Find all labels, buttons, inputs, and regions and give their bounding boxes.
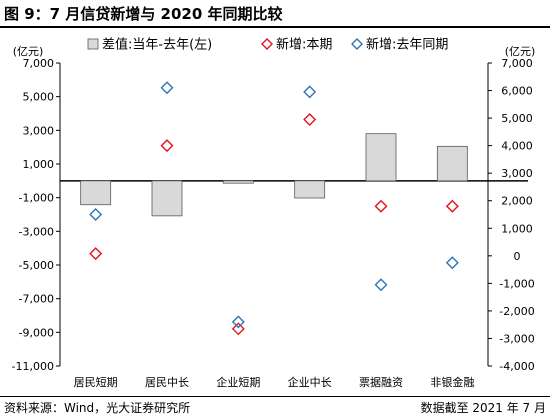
point-series2-1 xyxy=(89,247,103,261)
bar-1 xyxy=(80,180,112,206)
category-label: 居民短期 xyxy=(74,375,118,389)
legend-swatch-3 xyxy=(351,38,363,50)
footer-divider xyxy=(0,396,550,397)
right-tick-label: 7,000 xyxy=(501,57,533,70)
point-series2-4 xyxy=(303,112,317,126)
bar-5 xyxy=(365,133,397,182)
chart-area: 差值:当年-去年(左) 新增:本期 新增:去年同期 (亿元) (亿元) 7,000 5… xyxy=(12,37,536,390)
chart-title: 图 9：7 月信贷新增与 2020 年同期比较 xyxy=(4,5,283,23)
point-series3-3 xyxy=(231,315,245,329)
point-series3-4 xyxy=(303,85,317,99)
left-tick-label: -3,000 xyxy=(19,225,54,238)
right-tick-label: 4,000 xyxy=(501,140,533,153)
left-tick-label: -1,000 xyxy=(19,192,54,205)
right-tick-label: 6,000 xyxy=(501,85,533,98)
source-note: 资料来源：Wind，光大证券研究所 xyxy=(4,401,191,415)
bar-2 xyxy=(151,180,183,217)
right-tick-label: 3,000 xyxy=(501,167,533,180)
right-tick-label: 0 xyxy=(514,250,521,263)
right-tick-label: -2,000 xyxy=(499,305,534,318)
left-tick-label: 1,000 xyxy=(23,158,55,171)
right-tick-label: -3,000 xyxy=(499,332,534,345)
category-label: 居民中长 xyxy=(145,376,189,389)
right-tick-label: -1,000 xyxy=(499,277,534,290)
point-series2-6 xyxy=(445,199,459,213)
right-tick-label: -4,000 xyxy=(499,360,534,373)
right-axis-unit: (亿元) xyxy=(505,45,536,58)
legend: 差值:当年-去年(左) 新增:本期 新增:去年同期 xyxy=(87,37,448,53)
left-tick-label: -9,000 xyxy=(19,326,54,339)
title-divider xyxy=(0,26,550,28)
category-label: 票据融资 xyxy=(359,375,403,389)
left-tick-label: 7,000 xyxy=(23,57,55,70)
left-tick-label: -11,000 xyxy=(12,360,54,373)
legend-label-2: 新增:本期 xyxy=(276,37,332,53)
point-series2-2 xyxy=(160,139,174,153)
scatter-series xyxy=(89,81,459,336)
bar-series xyxy=(80,133,468,217)
point-series3-1 xyxy=(89,208,103,221)
right-tick-label: 2,000 xyxy=(501,195,533,208)
right-tick-label: 5,000 xyxy=(501,112,533,125)
legend-label-3: 新增:去年同期 xyxy=(366,37,448,53)
legend-swatch-2 xyxy=(261,38,273,50)
legend-label-1: 差值:当年-去年(左) xyxy=(102,37,212,53)
point-series3-5 xyxy=(374,278,388,292)
category-labels: 居民短期 居民中长 企业短期 企业中长 票据融资 非银金融 xyxy=(74,375,475,389)
left-tick-label: -7,000 xyxy=(19,293,54,306)
point-series2-3 xyxy=(231,322,245,336)
left-tick-label: 5,000 xyxy=(23,91,55,104)
date-note: 数据截至 2021 年 7 月 xyxy=(420,401,546,415)
category-label: 企业中长 xyxy=(288,375,332,389)
axes: 7,000 5,000 3,000 1,000 -1,000 -3,000 -5,000 -7… xyxy=(12,57,535,373)
category-label: 非银金融 xyxy=(430,375,474,389)
left-tick-label: 3,000 xyxy=(23,124,55,137)
point-series2-5 xyxy=(374,199,388,213)
right-tick-label: 1,000 xyxy=(501,222,533,235)
point-series3-2 xyxy=(160,81,174,95)
point-series3-6 xyxy=(445,256,459,270)
bar-6 xyxy=(436,145,468,182)
legend-swatch-1 xyxy=(87,38,99,50)
category-label: 企业短期 xyxy=(216,375,260,389)
bar-3 xyxy=(222,180,254,184)
left-axis-unit: (亿元) xyxy=(13,45,44,58)
bar-4 xyxy=(294,180,326,199)
left-tick-label: -5,000 xyxy=(19,259,54,272)
